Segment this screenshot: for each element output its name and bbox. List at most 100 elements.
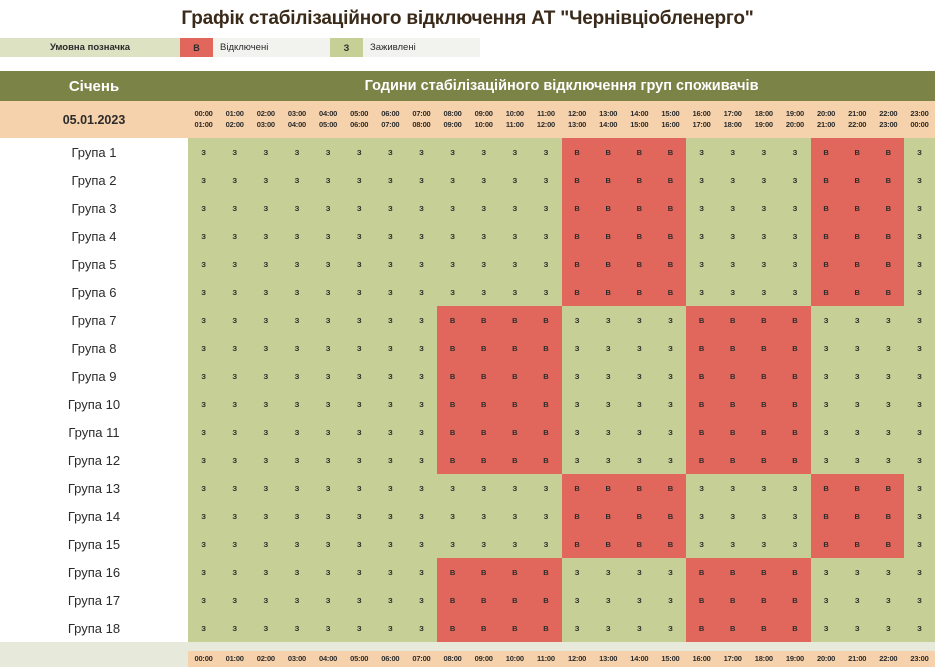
- slot-cell-off[interactable]: В: [561, 222, 593, 250]
- slot-cell-off[interactable]: В: [779, 446, 811, 474]
- slot-cell-on[interactable]: З: [312, 530, 344, 558]
- slot-cell-on[interactable]: З: [810, 614, 842, 642]
- slot-cell-on[interactable]: З: [903, 138, 935, 166]
- slot-cell-off[interactable]: В: [654, 530, 686, 558]
- slot-cell-off[interactable]: В: [561, 194, 593, 222]
- slot-cell-off[interactable]: В: [623, 194, 655, 222]
- slot-cell-on[interactable]: З: [374, 278, 406, 306]
- slot-cell-off[interactable]: В: [592, 278, 624, 306]
- slot-cell-on[interactable]: З: [188, 138, 220, 166]
- slot-cell-on[interactable]: З: [219, 586, 251, 614]
- slot-cell-off[interactable]: В: [468, 418, 500, 446]
- slot-cell-on[interactable]: З: [499, 222, 531, 250]
- slot-cell-on[interactable]: З: [872, 558, 904, 586]
- slot-cell-on[interactable]: З: [219, 530, 251, 558]
- slot-cell-on[interactable]: З: [188, 474, 220, 502]
- slot-cell-on[interactable]: З: [374, 222, 406, 250]
- slot-cell-on[interactable]: З: [374, 306, 406, 334]
- group-label-cell[interactable]: Група 17: [0, 586, 188, 614]
- slot-cell-on[interactable]: З: [250, 474, 282, 502]
- slot-cell-on[interactable]: З: [686, 138, 718, 166]
- slot-cell-on[interactable]: З: [437, 278, 469, 306]
- slot-cell-on[interactable]: З: [468, 166, 500, 194]
- group-label-cell[interactable]: Група 15: [0, 530, 188, 558]
- slot-cell-off[interactable]: В: [530, 334, 562, 362]
- slot-cell-on[interactable]: З: [717, 138, 749, 166]
- slot-cell-on[interactable]: З: [561, 418, 593, 446]
- slot-cell-off[interactable]: В: [717, 334, 749, 362]
- slot-cell-on[interactable]: З: [374, 502, 406, 530]
- group-label-cell[interactable]: Група 9: [0, 362, 188, 390]
- slot-cell-on[interactable]: З: [405, 614, 437, 642]
- slot-cell-on[interactable]: З: [748, 222, 780, 250]
- slot-cell-off[interactable]: В: [841, 194, 873, 222]
- slot-cell-on[interactable]: З: [623, 446, 655, 474]
- slot-cell-off[interactable]: В: [654, 194, 686, 222]
- slot-cell-off[interactable]: В: [592, 222, 624, 250]
- slot-cell-on[interactable]: З: [312, 194, 344, 222]
- slot-cell-on[interactable]: З: [219, 474, 251, 502]
- slot-cell-on[interactable]: З: [343, 362, 375, 390]
- slot-cell-off[interactable]: В: [530, 306, 562, 334]
- slot-cell-off[interactable]: В: [623, 222, 655, 250]
- slot-cell-off[interactable]: В: [810, 194, 842, 222]
- slot-cell-on[interactable]: З: [748, 502, 780, 530]
- slot-cell-on[interactable]: З: [623, 390, 655, 418]
- slot-cell-on[interactable]: З: [374, 334, 406, 362]
- slot-cell-off[interactable]: В: [717, 390, 749, 418]
- slot-cell-off[interactable]: В: [686, 558, 718, 586]
- slot-cell-on[interactable]: З: [592, 390, 624, 418]
- slot-cell-on[interactable]: З: [779, 530, 811, 558]
- slot-cell-on[interactable]: З: [872, 334, 904, 362]
- slot-cell-on[interactable]: З: [219, 418, 251, 446]
- slot-cell-on[interactable]: З: [343, 418, 375, 446]
- slot-cell-on[interactable]: З: [188, 222, 220, 250]
- slot-cell-off[interactable]: В: [530, 362, 562, 390]
- slot-cell-on[interactable]: З: [623, 614, 655, 642]
- slot-cell-on[interactable]: З: [686, 502, 718, 530]
- slot-cell-on[interactable]: З: [188, 558, 220, 586]
- slot-cell-on[interactable]: З: [281, 474, 313, 502]
- slot-cell-off[interactable]: В: [717, 558, 749, 586]
- slot-cell-off[interactable]: В: [530, 614, 562, 642]
- slot-cell-on[interactable]: З: [188, 530, 220, 558]
- slot-cell-off[interactable]: В: [779, 614, 811, 642]
- slot-cell-on[interactable]: З: [841, 362, 873, 390]
- slot-cell-on[interactable]: З: [437, 222, 469, 250]
- slot-cell-off[interactable]: В: [437, 306, 469, 334]
- slot-cell-on[interactable]: З: [312, 502, 344, 530]
- slot-cell-on[interactable]: З: [903, 558, 935, 586]
- slot-cell-on[interactable]: З: [499, 502, 531, 530]
- slot-cell-off[interactable]: В: [654, 166, 686, 194]
- slot-cell-on[interactable]: З: [717, 166, 749, 194]
- slot-cell-on[interactable]: З: [903, 278, 935, 306]
- slot-cell-off[interactable]: В: [717, 418, 749, 446]
- slot-cell-on[interactable]: З: [405, 502, 437, 530]
- slot-cell-on[interactable]: З: [219, 390, 251, 418]
- slot-cell-on[interactable]: З: [219, 446, 251, 474]
- slot-cell-off[interactable]: В: [841, 278, 873, 306]
- slot-cell-on[interactable]: З: [654, 390, 686, 418]
- slot-cell-off[interactable]: В: [779, 586, 811, 614]
- slot-cell-off[interactable]: В: [686, 586, 718, 614]
- slot-cell-on[interactable]: З: [219, 614, 251, 642]
- slot-cell-on[interactable]: З: [374, 418, 406, 446]
- slot-cell-on[interactable]: З: [779, 138, 811, 166]
- slot-cell-on[interactable]: З: [810, 446, 842, 474]
- slot-cell-off[interactable]: В: [623, 250, 655, 278]
- group-label-cell[interactable]: Група 7: [0, 306, 188, 334]
- slot-cell-off[interactable]: В: [530, 586, 562, 614]
- slot-cell-on[interactable]: З: [748, 166, 780, 194]
- slot-cell-off[interactable]: В: [779, 306, 811, 334]
- slot-cell-on[interactable]: З: [717, 194, 749, 222]
- slot-cell-on[interactable]: З: [810, 334, 842, 362]
- slot-cell-off[interactable]: В: [468, 390, 500, 418]
- slot-cell-on[interactable]: З: [561, 334, 593, 362]
- slot-cell-on[interactable]: З: [561, 614, 593, 642]
- slot-cell-on[interactable]: З: [872, 362, 904, 390]
- slot-cell-on[interactable]: З: [592, 558, 624, 586]
- slot-cell-on[interactable]: З: [312, 614, 344, 642]
- slot-cell-on[interactable]: З: [748, 474, 780, 502]
- slot-cell-off[interactable]: В: [561, 502, 593, 530]
- slot-cell-on[interactable]: З: [903, 166, 935, 194]
